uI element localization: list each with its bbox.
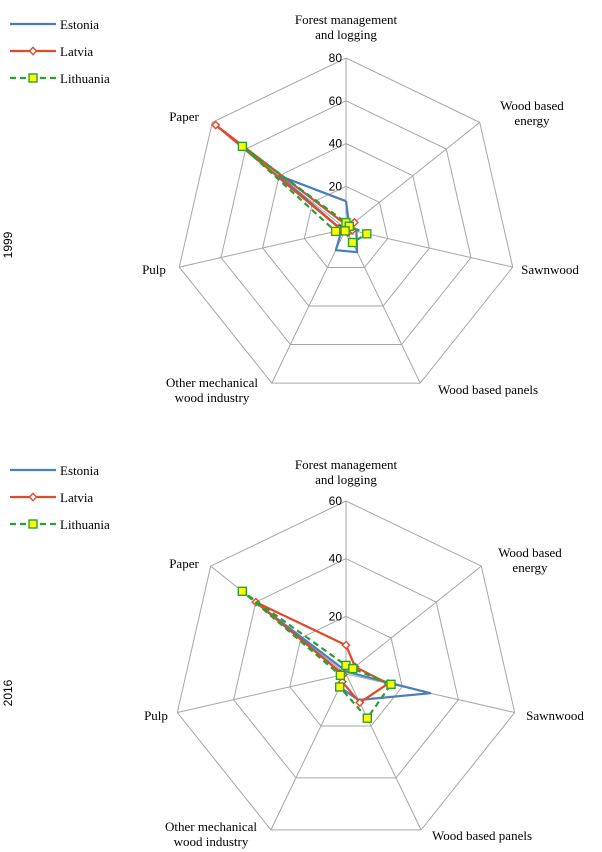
data-point-lithuania [335, 670, 346, 680]
legend-label: Estonia [60, 17, 99, 32]
data-point-lithuania [348, 663, 358, 674]
category-label: Sawnwood [521, 262, 579, 277]
legend: Estonia Latvia Lithuania [10, 463, 110, 532]
data-point-lithuania [237, 141, 248, 152]
category-label: Wood based energy [500, 98, 564, 128]
row-label-year: 2016 [1, 679, 15, 706]
legend: Estonia Latvia Lithuania [10, 17, 110, 86]
grid-spoke [345, 228, 421, 384]
legend-label: Lithuania [60, 71, 110, 86]
legend-marker [28, 73, 38, 83]
category-label: Wood based panels [432, 828, 532, 843]
grid-ring [262, 142, 430, 307]
data-point-lithuania [362, 229, 372, 239]
legend-marker [28, 519, 38, 529]
data-point-latvia [349, 217, 359, 227]
grid-ring [289, 615, 403, 727]
data-point-lithuania [335, 682, 345, 692]
category-label: Wood based energy [498, 545, 562, 575]
grid-spoke [177, 673, 347, 713]
tick-label: 20 [329, 609, 343, 623]
grid-ring [303, 185, 389, 268]
grid-ring [220, 100, 472, 345]
legend-label: Estonia [60, 463, 99, 478]
tick-label: 20 [329, 179, 343, 193]
data-point-lithuania [347, 237, 358, 248]
series-line-latvia [254, 600, 390, 704]
legend-label: Latvia [60, 44, 93, 59]
data-point-latvia [211, 120, 221, 130]
tick-label: 80 [329, 51, 343, 65]
data-point-lithuania [362, 713, 372, 723]
row-label-year: 1999 [1, 231, 15, 258]
legend-label: Latvia [60, 490, 93, 505]
grid-spoke [270, 673, 347, 831]
category-label: Pulp [144, 708, 168, 723]
data-point-lithuania [330, 226, 341, 237]
tick-label: 60 [329, 94, 343, 108]
category-label: Paper [169, 556, 199, 571]
grid-spoke [179, 228, 347, 268]
grid-ring [233, 558, 459, 779]
grid-ring [176, 500, 516, 831]
data-point-latvia [341, 640, 351, 650]
tick-label: 60 [329, 494, 343, 508]
series-line-lithuania [241, 590, 393, 720]
category-label: Wood based panels [438, 382, 538, 397]
category-label: Other mechanical wood industry [165, 819, 257, 849]
category-label: Forest management and logging [295, 457, 398, 487]
grid-spoke [345, 122, 481, 230]
legend-marker [28, 46, 38, 56]
category-label: Forest management and logging [295, 12, 398, 42]
tick-label: 40 [329, 137, 343, 151]
data-point-lithuania [386, 679, 396, 689]
category-label: Paper [169, 109, 199, 124]
legend-marker [28, 492, 38, 502]
grid-spoke [271, 228, 347, 384]
grid-spoke [345, 565, 482, 675]
data-point-latvia [355, 697, 365, 708]
data-point-lithuania [237, 586, 248, 596]
category-label: Pulp [142, 262, 166, 277]
grid-ring [178, 57, 514, 384]
data-point-lithuania [340, 226, 350, 236]
tick-label: 40 [329, 552, 343, 566]
grid-spoke [345, 228, 513, 268]
category-label: Other mechanical wood industry [166, 375, 258, 405]
category-label: Sawnwood [526, 708, 584, 723]
legend-label: Lithuania [60, 517, 110, 532]
